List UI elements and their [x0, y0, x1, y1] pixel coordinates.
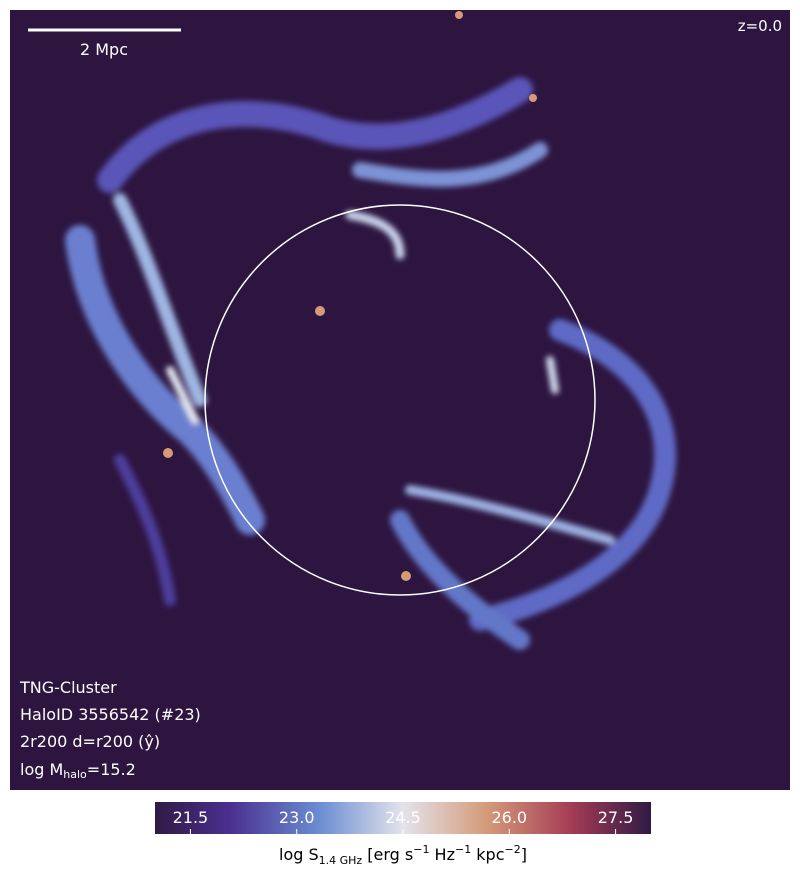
mass-sub: halo	[63, 768, 87, 781]
colorbar-label-part: log S	[279, 845, 319, 864]
colorbar-label-part: 1.4 GHz	[319, 854, 363, 867]
colorbar-label-part: Hz	[429, 845, 455, 864]
r200-circle	[204, 204, 596, 596]
halo-id: HaloID 3556542 (#23)	[20, 705, 201, 724]
colorbar	[155, 802, 651, 834]
colorbar-label-part: ]	[521, 845, 527, 864]
colorbar-label-part: −1	[413, 843, 429, 856]
hotspots	[163, 11, 537, 581]
colorbar-label: log S1.4 GHz [erg s−1 Hz−1 kpc−2]	[279, 843, 527, 867]
mass-suffix: =15.2	[87, 760, 136, 779]
colorbar-label-part: kpc	[471, 845, 504, 864]
emission	[65, 77, 677, 650]
mass-prefix: log M	[20, 760, 63, 779]
colorbar-tick-label: 21.5	[173, 808, 209, 827]
colorbar-label-part: [erg s	[362, 845, 413, 864]
halo-mass: log Mhalo=15.2	[20, 760, 136, 781]
sim-name: TNG-Cluster	[19, 678, 117, 697]
projection: 2r200 d=r200 (ŷ)	[20, 732, 160, 751]
colorbar-label-part: −1	[455, 843, 471, 856]
colorbar-tick-label: 23.0	[279, 808, 315, 827]
colorbar-label-part: −2	[505, 843, 521, 856]
scale-label: 2 Mpc	[80, 40, 128, 59]
redshift: z=0.0	[738, 17, 782, 35]
colorbar-tick-label: 26.0	[491, 808, 527, 827]
colorbar-tick-label: 24.5	[385, 808, 421, 827]
colorbar-tick-label: 27.5	[598, 808, 634, 827]
